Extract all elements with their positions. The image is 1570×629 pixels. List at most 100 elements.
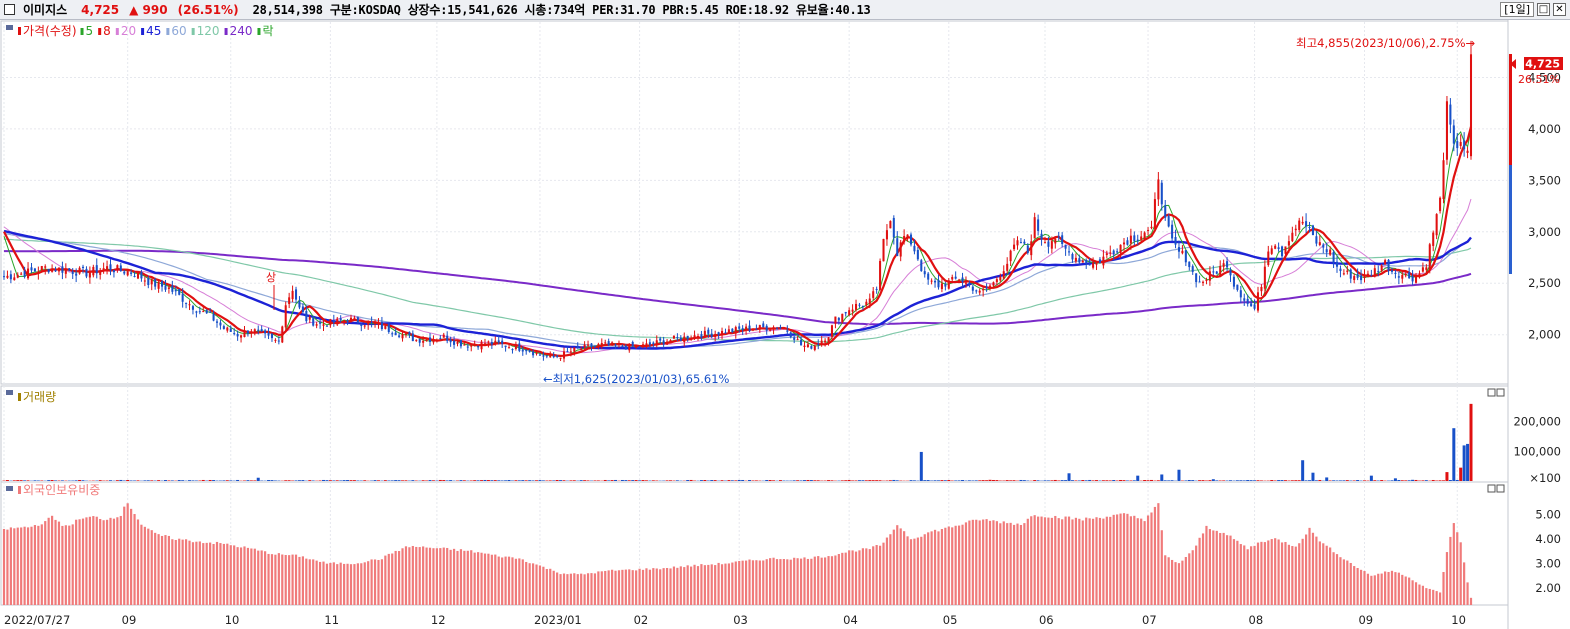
volume-bar — [1345, 480, 1349, 481]
volume-minimize-icon[interactable] — [1487, 388, 1496, 397]
candle-body — [209, 311, 212, 313]
candle-body — [483, 343, 487, 345]
foreign-close-icon[interactable] — [1496, 484, 1505, 493]
candle-body — [243, 330, 246, 338]
volume-bar — [1222, 480, 1226, 481]
candle-body — [638, 346, 641, 348]
candle-body — [1432, 232, 1435, 246]
candle-body — [1116, 251, 1119, 253]
candle-body — [264, 330, 267, 334]
select-checkbox[interactable] — [4, 4, 15, 15]
foreign-collapse-icon[interactable] — [6, 486, 13, 491]
foreign-bar — [982, 519, 985, 605]
volume-bar — [840, 480, 844, 481]
foreign-minimize-icon[interactable] — [1487, 484, 1496, 493]
foreign-bar — [473, 552, 476, 605]
panel-buttons[interactable] — [1487, 388, 1505, 493]
foreign-bar — [298, 556, 301, 605]
volume-bar — [909, 480, 913, 481]
volume-bar — [583, 480, 587, 481]
foreign-bar — [1215, 530, 1218, 605]
volume-bar — [473, 480, 477, 481]
foreign-bar — [923, 534, 926, 605]
foreign-bar — [1195, 545, 1198, 605]
maximize-button[interactable]: □ — [1537, 3, 1550, 16]
foreign-bar — [322, 561, 325, 605]
volume-collapse-icon[interactable] — [6, 390, 13, 395]
foreign-bar — [988, 520, 992, 605]
volume-bar — [373, 480, 377, 481]
foreign-bar — [243, 546, 246, 605]
foreign-bar — [123, 506, 126, 605]
candle-body — [356, 317, 359, 324]
volume-close-icon[interactable] — [1496, 388, 1505, 397]
candle-body — [920, 260, 923, 272]
foreign-bar — [490, 554, 493, 605]
foreign-bar — [47, 517, 50, 605]
foreign-bar — [1353, 566, 1356, 605]
candle-body — [1449, 104, 1452, 125]
candle-body — [1363, 275, 1366, 278]
candle-body — [401, 334, 404, 339]
foreign-bar — [617, 570, 621, 605]
legend-swatch — [98, 28, 102, 35]
candle-body — [1054, 238, 1057, 244]
foreign-bar — [1026, 518, 1029, 605]
foreign-bar — [583, 574, 586, 605]
candle-body — [1370, 275, 1373, 277]
candle-body — [274, 339, 277, 341]
candle-body — [817, 343, 820, 345]
volume-bar — [1119, 479, 1123, 481]
candle-body — [525, 349, 528, 352]
candle-body — [707, 329, 710, 334]
candle-body — [332, 320, 335, 323]
foreign-bar — [1408, 577, 1411, 605]
candle-body — [233, 333, 236, 335]
panel-collapse-icon[interactable] — [6, 25, 13, 30]
foreign-marker-icon — [18, 486, 21, 494]
volume-bar — [335, 480, 339, 481]
volume-bar — [26, 480, 30, 481]
volume-bar — [1084, 480, 1088, 481]
foreign-bar — [669, 568, 672, 605]
foreign-bar — [782, 559, 785, 605]
volume-bar — [33, 480, 37, 481]
candle-body — [1043, 242, 1047, 244]
candle-body — [439, 338, 442, 340]
volume-bar — [806, 479, 810, 481]
volume-bar — [844, 480, 848, 481]
candle-body — [374, 323, 377, 325]
candle-body — [226, 327, 229, 331]
candle-body — [700, 334, 703, 338]
foreign-bar — [449, 549, 452, 605]
stock-chart[interactable]: 가격(수정) 5 8 20 45 60 120 240 락 거래량 외국인보유비중 2,000… — [0, 20, 1570, 629]
foreign-bar — [1274, 538, 1277, 605]
foreign-bar — [1366, 573, 1370, 605]
candle-body — [1301, 221, 1304, 224]
volume-bar — [851, 480, 855, 481]
volume-bar — [1314, 480, 1318, 481]
candle-body — [1253, 304, 1256, 309]
volume-bar — [734, 480, 738, 481]
foreign-bar — [933, 529, 937, 605]
candle-body — [909, 234, 913, 245]
candle-body — [999, 276, 1002, 281]
candle-body — [741, 328, 744, 331]
candle-body — [398, 335, 401, 337]
period-selector[interactable]: [1일] — [1500, 2, 1534, 17]
foreign-bar — [748, 559, 751, 605]
candle-body — [1068, 251, 1071, 253]
foreign-bar — [219, 543, 222, 605]
foreign-bar — [672, 566, 676, 605]
foreign-label: 외국인보유비중 — [23, 483, 100, 497]
volume-bar — [126, 480, 130, 481]
volume-bar — [665, 480, 669, 481]
foreign-bar — [995, 521, 998, 605]
volume-bar — [188, 480, 192, 481]
close-button[interactable]: ✕ — [1553, 3, 1566, 16]
candle-body — [1250, 303, 1253, 307]
volume-bar — [1277, 480, 1281, 481]
volume-bar — [212, 480, 216, 481]
candle-body — [944, 284, 947, 287]
foreign-bar — [741, 560, 744, 605]
